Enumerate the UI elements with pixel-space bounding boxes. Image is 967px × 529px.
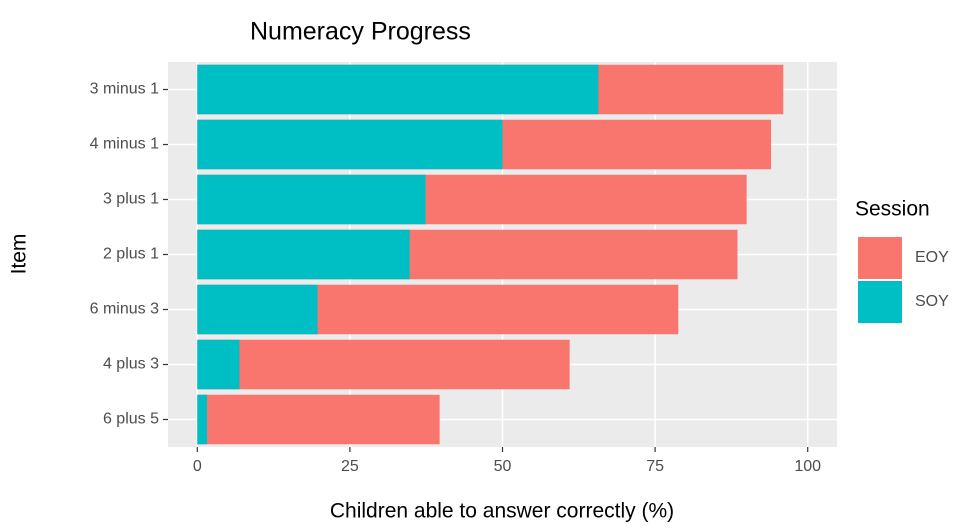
- bars: [197, 64, 784, 445]
- bar: [197, 174, 426, 225]
- y-tick-label: 4 plus 3: [103, 356, 159, 373]
- bar: [197, 339, 570, 390]
- bar: [197, 339, 240, 390]
- legend-key: [858, 237, 902, 279]
- y-tick-label: 3 minus 1: [90, 81, 159, 98]
- x-tick-label: 0: [193, 458, 202, 475]
- legend-key: [858, 281, 902, 323]
- y-tick-label: 6 minus 3: [90, 301, 159, 318]
- x-tick-label: 25: [341, 458, 359, 475]
- x-tick-label: 75: [646, 458, 664, 475]
- legend-title: Session: [855, 198, 930, 221]
- y-tick-label: 4 minus 1: [90, 136, 159, 153]
- x-axis-title: Children able to answer correctly (%): [330, 500, 674, 523]
- y-tick-label: 3 plus 1: [103, 191, 159, 208]
- bar: [197, 284, 318, 335]
- legend-label: EOY: [915, 249, 949, 266]
- chart-title: Numeracy Progress: [250, 18, 471, 46]
- bar: [197, 394, 440, 445]
- bar: [197, 64, 599, 115]
- x-tick-label: 100: [794, 458, 821, 475]
- y-tick-label: 2 plus 1: [103, 246, 159, 263]
- bar: [197, 119, 503, 170]
- legend-label: SOY: [915, 293, 949, 310]
- x-tick-label: 50: [494, 458, 512, 475]
- bar: [197, 394, 208, 445]
- y-tick-label: 6 plus 5: [103, 411, 159, 428]
- bar: [197, 229, 410, 280]
- y-axis-title: Item: [8, 234, 31, 275]
